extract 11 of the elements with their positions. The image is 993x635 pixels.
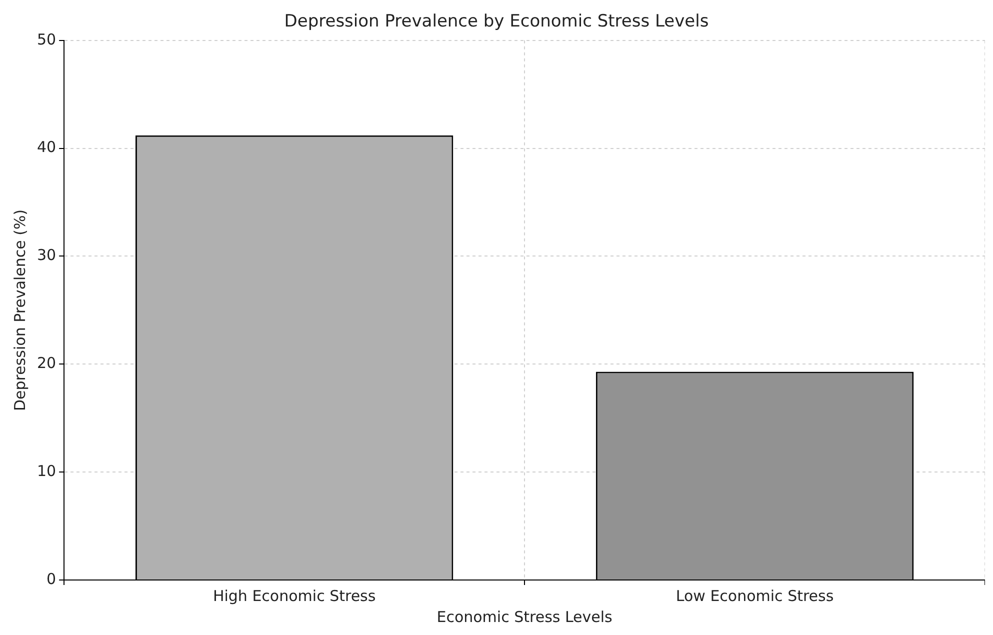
y-tick-label: 30 [36, 246, 56, 264]
y-tick-label: 10 [36, 462, 56, 480]
y-tick-label: 40 [36, 138, 56, 156]
y-tick-label: 50 [36, 30, 56, 48]
x-axis-title: Economic Stress Levels [436, 608, 613, 626]
y-tick-label: 20 [36, 354, 56, 372]
x-tick-label: Low Economic Stress [676, 586, 834, 605]
y-tick-label: 0 [46, 570, 56, 588]
x-tick-label: High Economic Stress [212, 586, 376, 605]
y-axis-title: Depression Prevalence (%) [10, 209, 29, 412]
chart-title: Depression Prevalence by Economic Stress Levels [284, 12, 709, 32]
